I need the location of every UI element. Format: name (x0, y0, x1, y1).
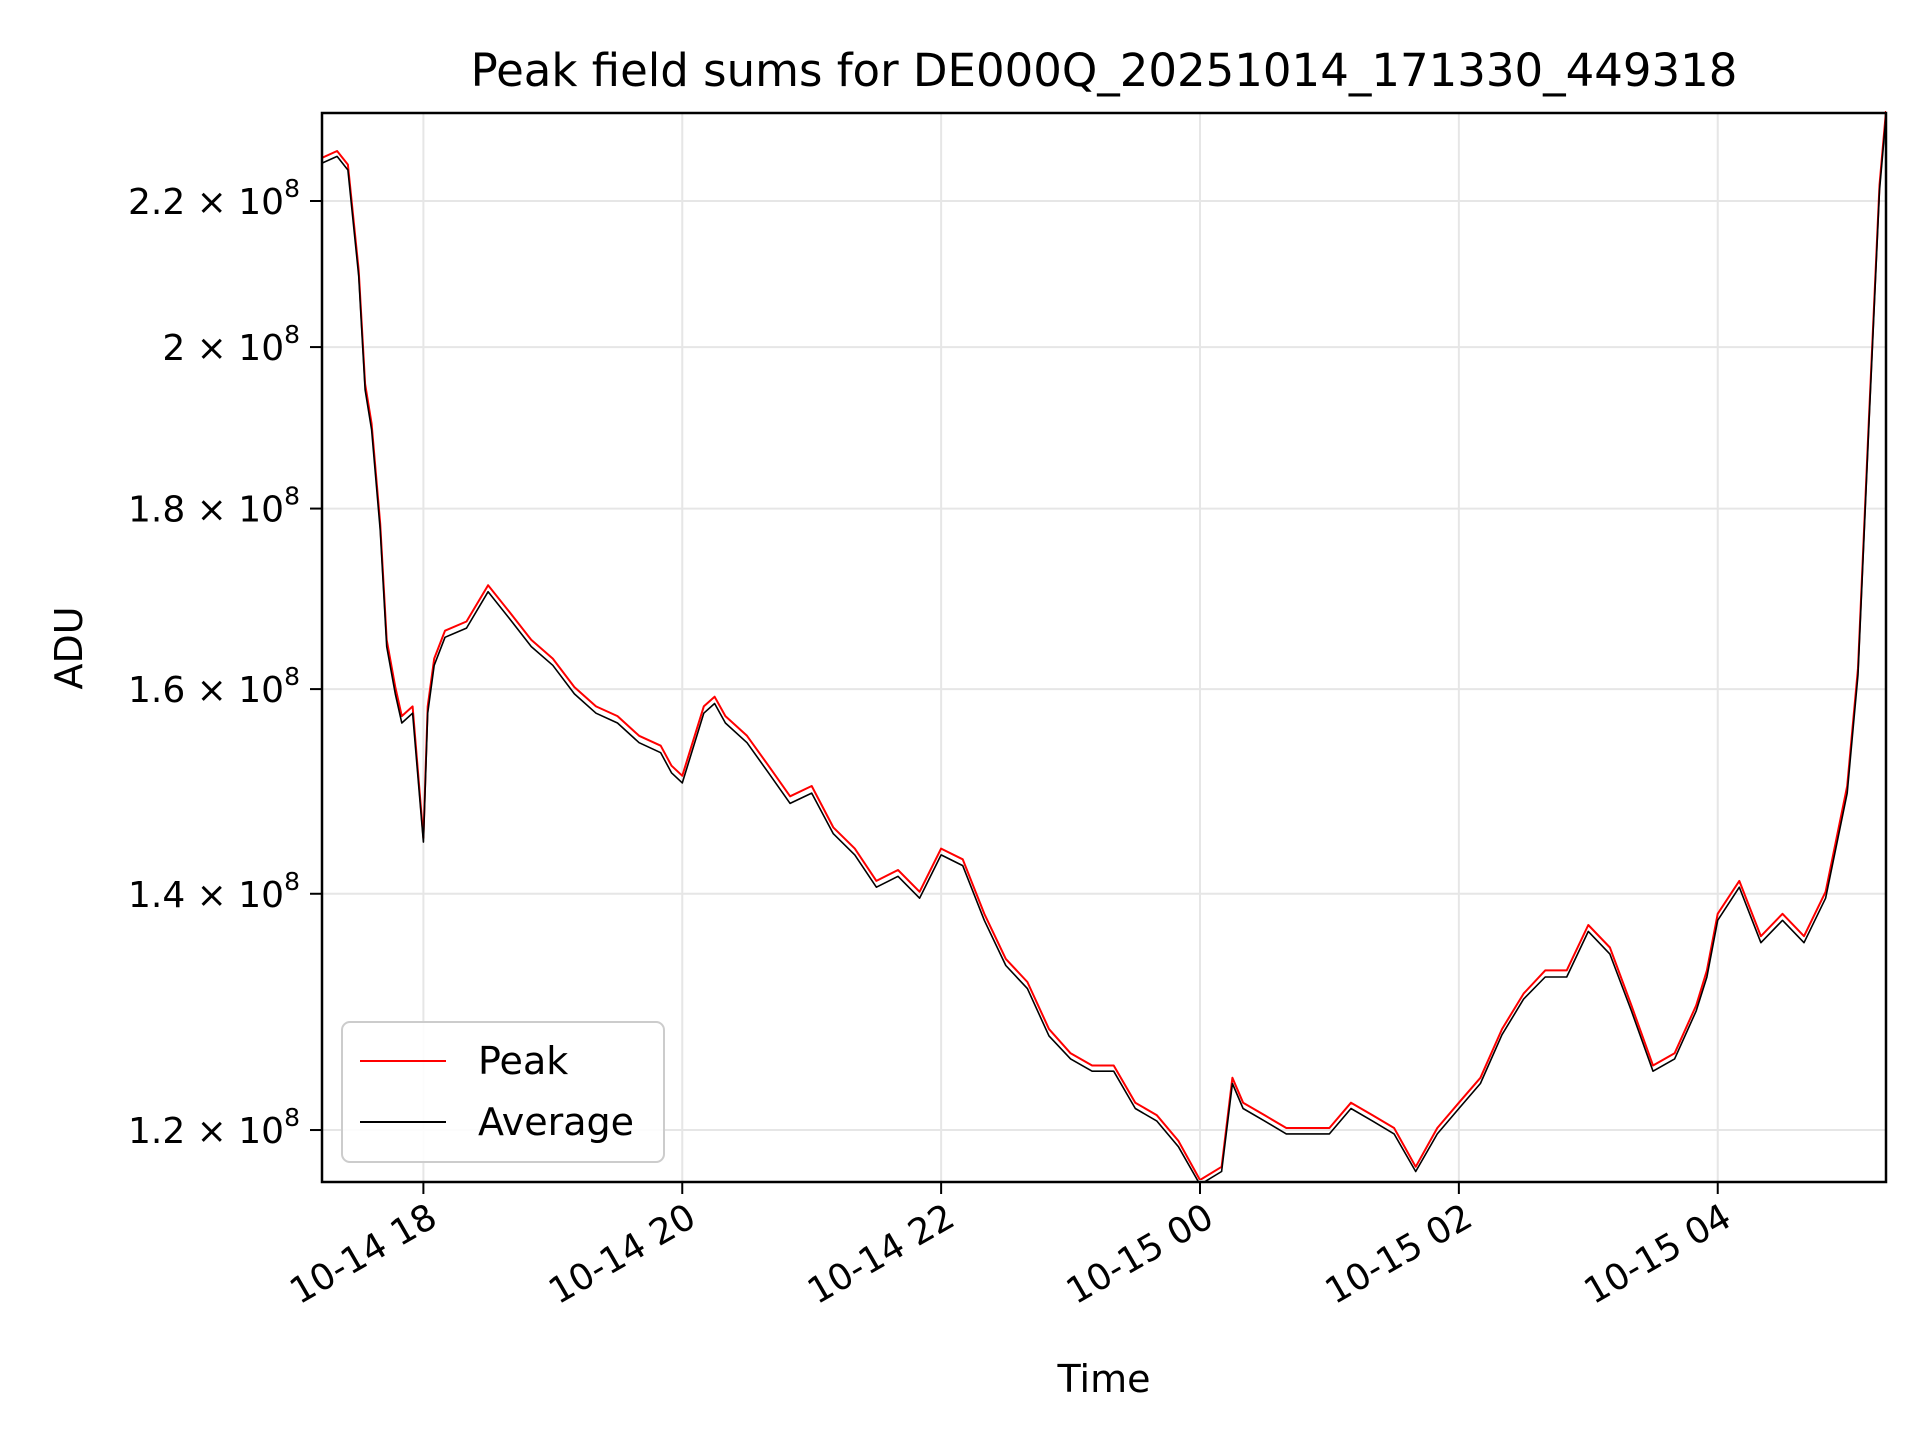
y-tick-exponent: 8 (284, 662, 300, 691)
legend-label-average: Average (478, 1100, 634, 1144)
y-axis: 1.2 × 108 1.4 × 108 1.6 × 108 1.8 × 108 2 × … (128, 174, 322, 1152)
series-line-average (322, 116, 1886, 1182)
y-tick-exponent: 8 (284, 1103, 300, 1132)
legend-box (341, 1021, 665, 1163)
y-tick-exponent: 8 (284, 174, 300, 203)
y-tick-exponent: 8 (284, 867, 300, 896)
grid (322, 113, 1886, 1182)
y-tick-label: 1.6 × 108 (128, 662, 300, 711)
y-tick-label: 2.2 × 108 (128, 174, 300, 223)
y-tick-label: 1.2 × 108 (128, 1103, 300, 1152)
series-line-peak (322, 111, 1886, 1180)
plot-frame (320, 111, 1888, 1184)
y-tick-exponent: 8 (284, 482, 300, 511)
y-tick-label: 2 × 108 (162, 320, 300, 369)
legend-label-peak: Peak (478, 1039, 568, 1083)
y-axis-label: ADU (47, 606, 91, 689)
chart-title: Peak field sums for DE000Q_20251014_1713… (471, 44, 1738, 97)
y-tick-label: 1.8 × 108 (128, 482, 300, 531)
y-tick-exponent: 8 (284, 320, 300, 349)
plot-area (322, 111, 1886, 1182)
x-axis-label: Time (1057, 1357, 1151, 1401)
y-tick-label: 1.4 × 108 (128, 867, 300, 916)
legend: Peak Average (341, 1021, 665, 1163)
